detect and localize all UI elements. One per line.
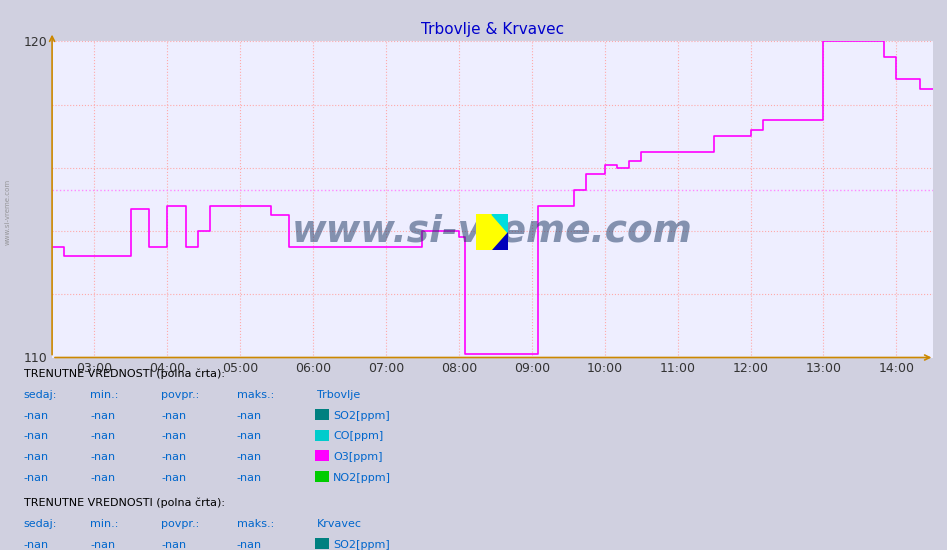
Text: maks.:: maks.: [237, 389, 274, 400]
Text: -nan: -nan [90, 473, 116, 483]
Text: min.:: min.: [90, 519, 118, 529]
Text: -nan: -nan [90, 431, 116, 442]
Text: Krvavec: Krvavec [317, 519, 363, 529]
Text: SO2[ppm]: SO2[ppm] [333, 410, 390, 421]
Text: CO[ppm]: CO[ppm] [333, 431, 384, 442]
Text: O3[ppm]: O3[ppm] [333, 452, 383, 463]
Text: sedaj:: sedaj: [24, 389, 57, 400]
Text: -nan: -nan [24, 540, 49, 550]
Text: -nan: -nan [161, 473, 187, 483]
Text: povpr.:: povpr.: [161, 389, 199, 400]
Text: povpr.:: povpr.: [161, 519, 199, 529]
Text: min.:: min.: [90, 389, 118, 400]
Text: www.si-vreme.com: www.si-vreme.com [292, 213, 693, 249]
Text: SO2[ppm]: SO2[ppm] [333, 540, 390, 550]
Text: -nan: -nan [237, 452, 262, 463]
Text: -nan: -nan [237, 410, 262, 421]
Text: -nan: -nan [237, 431, 262, 442]
Text: maks.:: maks.: [237, 519, 274, 529]
Text: -nan: -nan [237, 540, 262, 550]
Text: Trbovlje: Trbovlje [317, 389, 361, 400]
Text: -nan: -nan [90, 540, 116, 550]
Text: NO2[ppm]: NO2[ppm] [333, 473, 391, 483]
Polygon shape [476, 214, 508, 250]
Text: -nan: -nan [161, 431, 187, 442]
Text: -nan: -nan [24, 473, 49, 483]
Text: -nan: -nan [90, 452, 116, 463]
Text: sedaj:: sedaj: [24, 519, 57, 529]
Polygon shape [492, 232, 508, 250]
Text: -nan: -nan [161, 410, 187, 421]
Title: Trbovlje & Krvavec: Trbovlje & Krvavec [420, 23, 564, 37]
Text: -nan: -nan [237, 473, 262, 483]
Text: -nan: -nan [161, 540, 187, 550]
Text: -nan: -nan [24, 410, 49, 421]
Text: -nan: -nan [24, 431, 49, 442]
Text: -nan: -nan [24, 452, 49, 463]
Polygon shape [492, 214, 508, 232]
Text: www.si-vreme.com: www.si-vreme.com [5, 179, 10, 245]
Text: -nan: -nan [161, 452, 187, 463]
Text: TRENUTNE VREDNOSTI (polna črta):: TRENUTNE VREDNOSTI (polna črta): [24, 368, 224, 379]
Text: TRENUTNE VREDNOSTI (polna črta):: TRENUTNE VREDNOSTI (polna črta): [24, 498, 224, 508]
Text: -nan: -nan [90, 410, 116, 421]
